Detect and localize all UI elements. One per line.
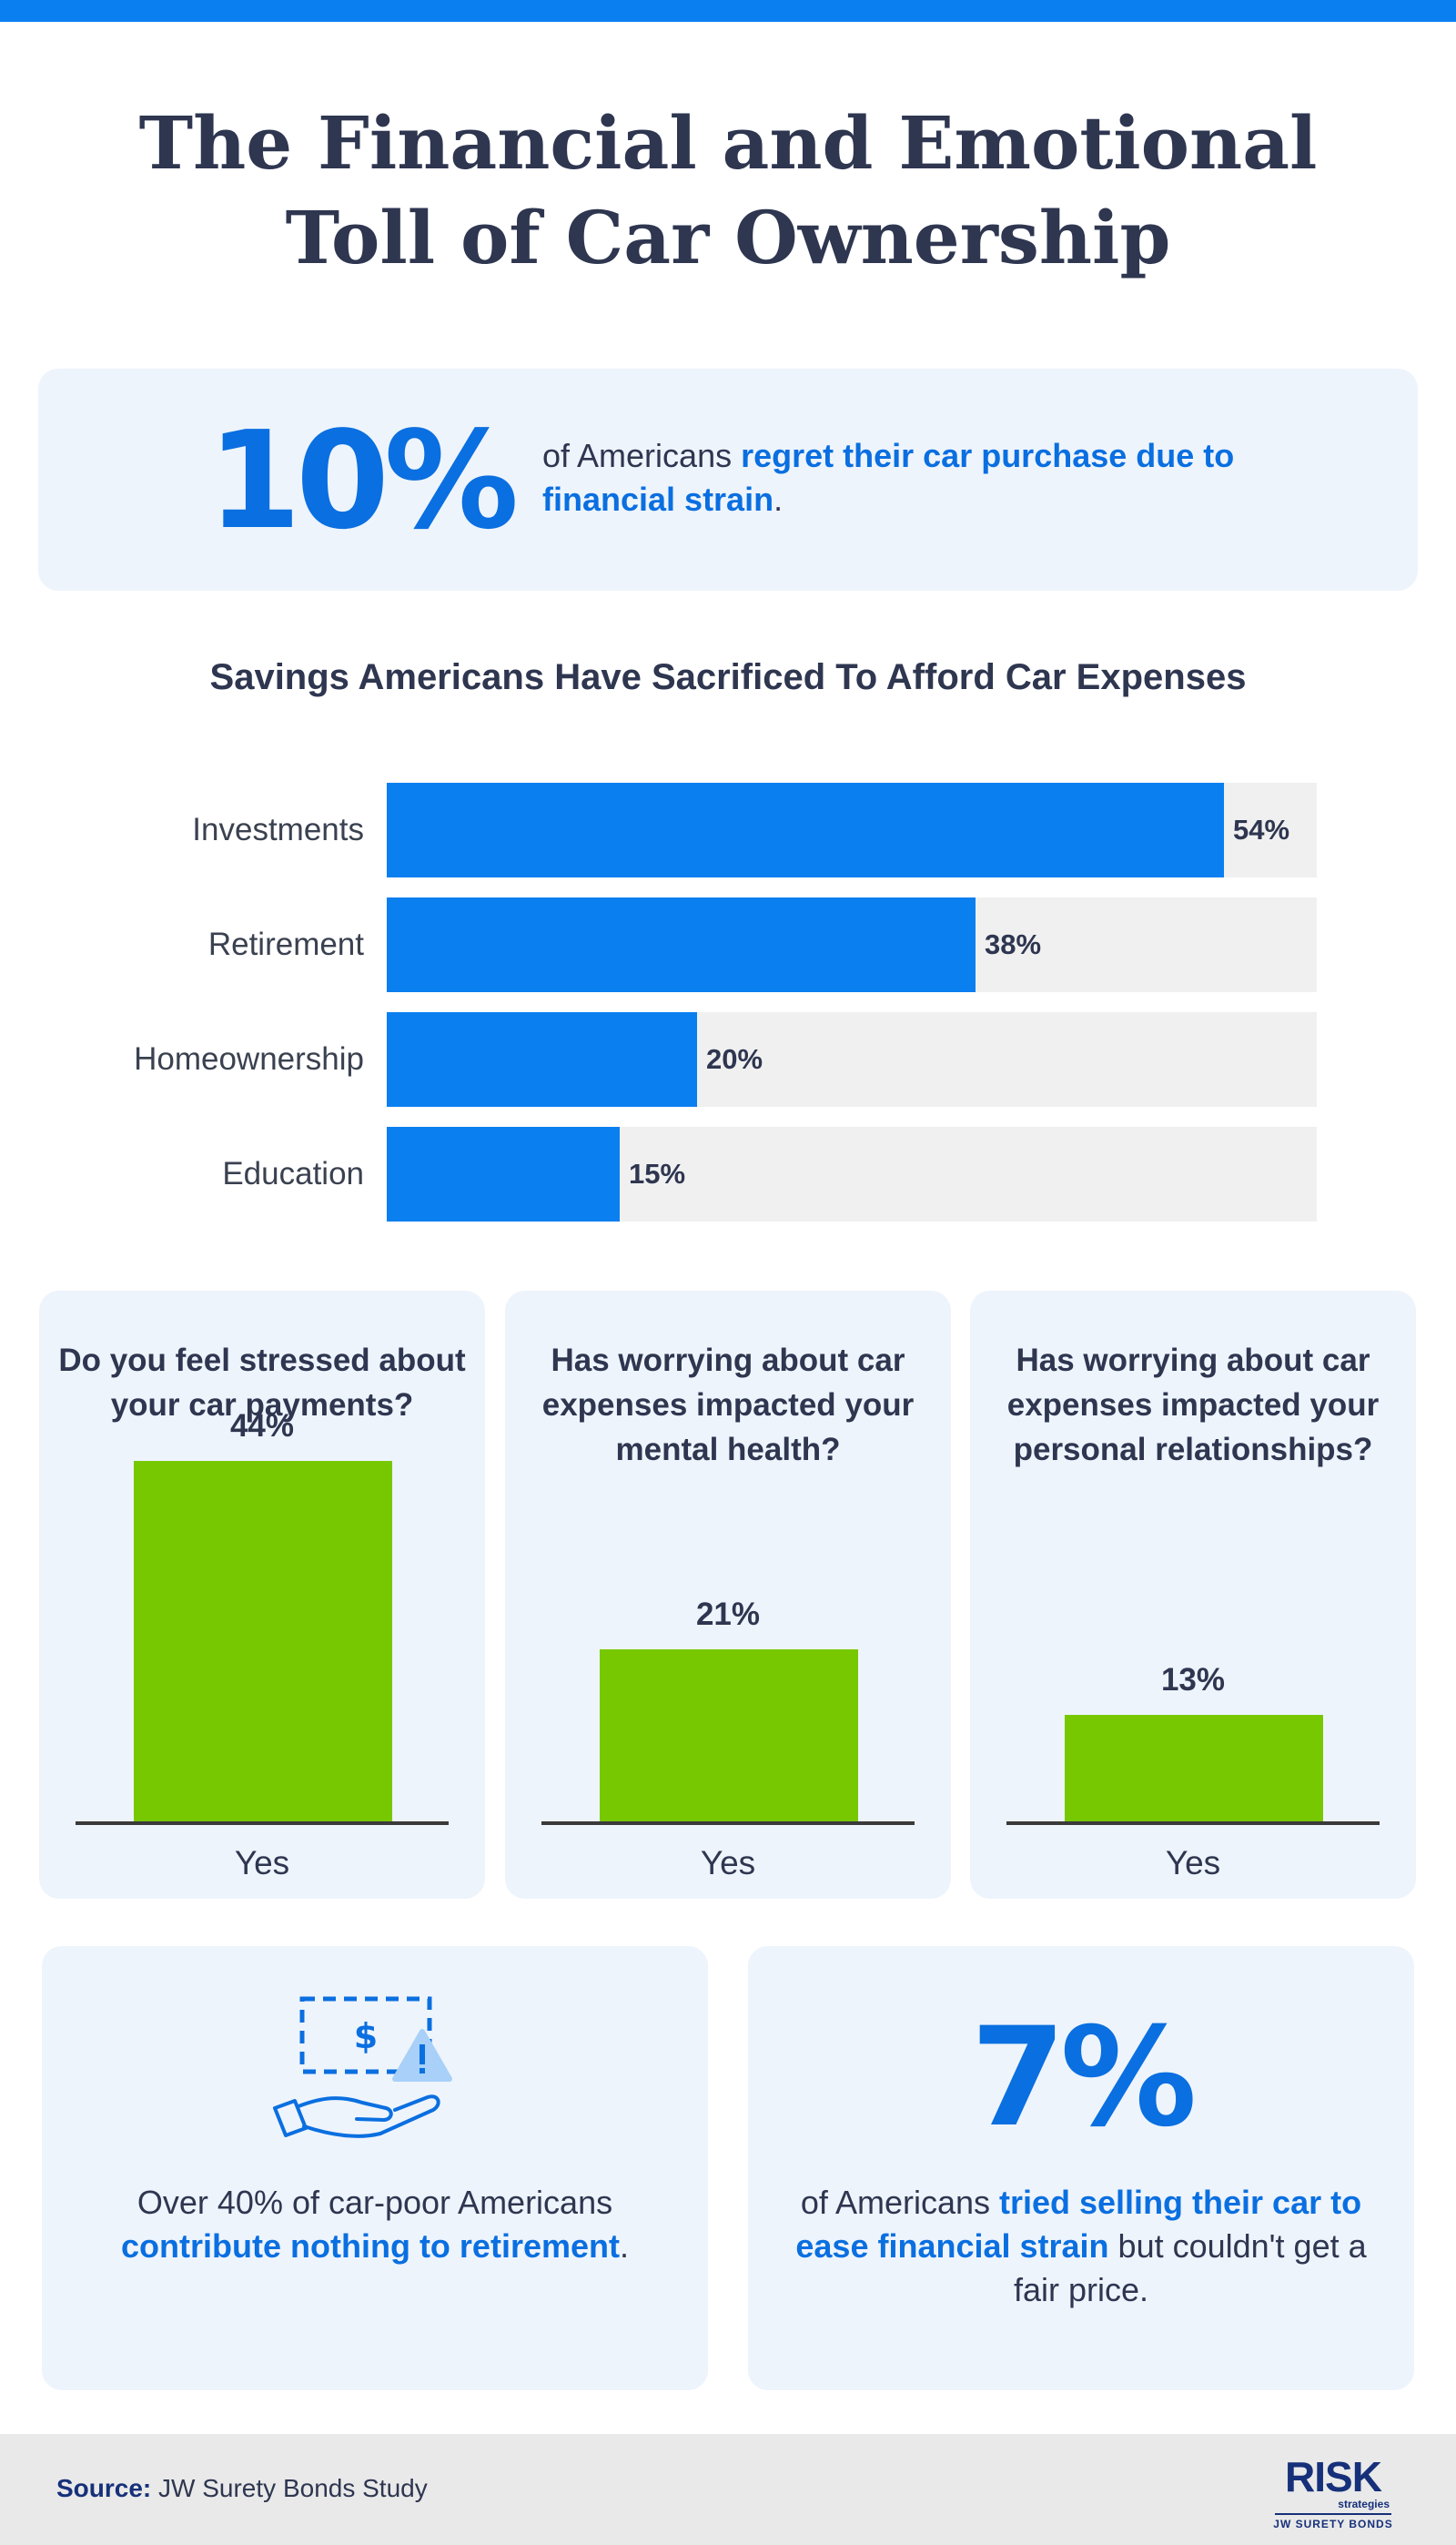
bar-investments — [387, 783, 1224, 877]
hand-money-warning-icon: $ — [268, 1992, 486, 2165]
bar-retirement — [387, 897, 976, 992]
bar-yes — [600, 1649, 858, 1821]
question-text: Has worrying about car expenses impacted… — [1006, 1343, 1380, 1467]
bar-row-homeownership: Homeownership 20% — [0, 1012, 1456, 1107]
baseline — [541, 1821, 915, 1825]
bar-value-label: 20% — [706, 1043, 763, 1075]
bar-row-retirement: Retirement 38% — [0, 897, 1456, 992]
footer: Source: JW Surety Bonds Study RISK strat… — [0, 2434, 1456, 2545]
regret-stat-highlight: regret their car purchase due to financi… — [542, 437, 1235, 518]
top-accent-bar — [0, 0, 1456, 22]
selling-stat-card: 7% of Americans tried selling their car … — [748, 1946, 1414, 2390]
bar-track: 15% — [387, 1127, 1317, 1222]
page-title: The Financial and Emotional Toll of Car … — [0, 96, 1456, 285]
bar-value-label: 38% — [985, 928, 1042, 960]
retirement-highlight: contribute nothing to retirement — [121, 2227, 620, 2265]
regret-stat-suffix: . — [774, 481, 784, 518]
bar-value-label: 21% — [695, 1597, 761, 1632]
bar-category-label: Homeownership — [134, 1041, 364, 1077]
retirement-card: $ Over 40% of car-poor Americans contrib… — [42, 1946, 708, 2390]
category-label: Yes — [234, 1844, 290, 1881]
bar-education — [387, 1127, 620, 1222]
bar-yes — [134, 1461, 392, 1821]
regret-stat-number: 10% — [207, 402, 519, 559]
bar-category-label: Education — [222, 1156, 364, 1191]
retirement-suffix: . — [619, 2227, 629, 2265]
regret-stat-prefix: of Americans — [542, 437, 742, 474]
bar-value-label: 15% — [629, 1158, 686, 1190]
logo-main-text: RISK — [1285, 2453, 1382, 2500]
regret-stat-text: of Americans regret their car purchase d… — [542, 434, 1361, 522]
risk-strategies-logo: RISK strategies JW SURETY BONDS — [1269, 2456, 1397, 2530]
bar-row-investments: Investments 54% — [0, 783, 1456, 877]
source-line: Source: JW Surety Bonds Study — [56, 2474, 428, 2503]
logo-divider — [1275, 2513, 1391, 2515]
bar-track: 20% — [387, 1012, 1317, 1107]
bar-yes — [1065, 1715, 1323, 1821]
title-line-1: The Financial and Emotional — [138, 100, 1318, 186]
selling-stat-prefix: of Americans — [800, 2184, 999, 2221]
bar-category-label: Retirement — [207, 927, 364, 962]
svg-text:$: $ — [354, 2016, 378, 2056]
question-text: Has worrying about car expenses impacted… — [541, 1343, 915, 1467]
selling-stat-text: of Americans tried selling their car to … — [784, 2181, 1378, 2312]
source-text: JW Surety Bonds Study — [151, 2474, 428, 2502]
selling-stat-suffix: but couldn't get a fair price. — [1013, 2227, 1367, 2308]
bar-category-label: Investments — [192, 812, 364, 847]
savings-bar-chart: Investments 54% Retirement 38% Homeownership… — [0, 783, 1456, 1222]
baseline — [1006, 1821, 1380, 1825]
stress-question-card: Do you feel stressed about your car paym… — [39, 1291, 485, 1899]
bar-track: 38% — [387, 897, 1317, 992]
title-line-2: Toll of Car Ownership — [285, 195, 1171, 280]
selling-stat-highlight: tried selling their car to ease financia… — [795, 2184, 1362, 2265]
selling-stat-number: 7% — [970, 1999, 1198, 2157]
retirement-prefix: Over 40% of car-poor Americans — [136, 2184, 613, 2221]
bar-row-education: Education 15% — [0, 1127, 1456, 1222]
source-label: Source: — [56, 2474, 152, 2502]
bar-value-label: 13% — [1160, 1662, 1226, 1698]
retirement-text: Over 40% of car-poor Americans contribut… — [78, 2181, 672, 2268]
mental-health-question-card: Has worrying about car expenses impacted… — [505, 1291, 951, 1899]
savings-chart-title: Savings Americans Have Sacrificed To Aff… — [209, 657, 1247, 697]
bar-homeownership — [387, 1012, 697, 1107]
bar-track: 54% — [387, 783, 1317, 877]
logo-sub-text: strategies — [1338, 2498, 1390, 2510]
relationships-question-card: Has worrying about car expenses impacted… — [970, 1291, 1416, 1899]
bar-value-label: 54% — [1233, 814, 1290, 846]
baseline — [76, 1821, 449, 1825]
regret-stat-card: 10% of Americans regret their car purcha… — [38, 369, 1418, 591]
category-label: Yes — [700, 1844, 756, 1881]
bar-value-label: 44% — [229, 1408, 295, 1444]
logo-brand-text: JW SURETY BONDS — [1273, 2518, 1393, 2530]
category-label: Yes — [1165, 1844, 1221, 1881]
question-text: Do you feel stressed about your car paym… — [58, 1343, 466, 1423]
